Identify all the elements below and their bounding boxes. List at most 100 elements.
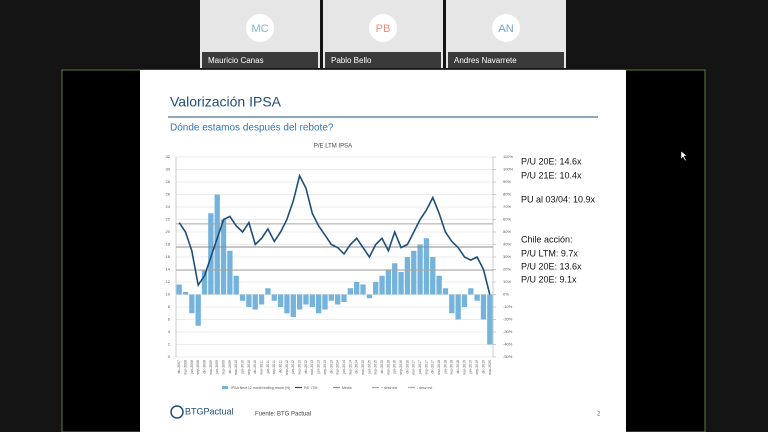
y2-tick-label: 100% <box>503 167 514 172</box>
y2-tick-label: 110% <box>503 154 513 159</box>
y2-tick-label: 10% <box>503 279 511 284</box>
bar <box>335 294 341 305</box>
x-tick-label: dic-2011 <box>279 360 283 373</box>
x-tick-label: dic-2009 <box>228 360 232 373</box>
y-tick-label: 6 <box>168 317 171 322</box>
bar <box>411 250 417 295</box>
name-bar <box>325 52 441 68</box>
bar <box>379 275 385 295</box>
legend-label: + desv est <box>381 386 397 390</box>
x-tick-label: sep-2010 <box>247 360 251 375</box>
y-tick-label: 0 <box>168 354 171 359</box>
bar <box>366 294 373 299</box>
y2-tick-label: -30% <box>503 329 513 334</box>
bar <box>417 244 423 295</box>
y-tick-label: 28 <box>166 179 171 184</box>
bar <box>354 282 360 295</box>
avatar <box>246 14 274 42</box>
y-tick-label: 20 <box>166 229 171 234</box>
note: P/U 20E: 9.1x <box>521 274 577 284</box>
avatar <box>492 14 520 42</box>
avatar-initials: PB <box>376 23 391 35</box>
y-tick-label: 22 <box>166 217 171 222</box>
bar <box>233 275 239 295</box>
bar <box>442 288 449 295</box>
bar <box>347 288 354 295</box>
x-tick-label: mar-2009 <box>209 360 213 375</box>
bar <box>423 238 430 295</box>
x-tick-label: mar-2014 <box>336 360 340 375</box>
chart-title: P/E LTM IPSA <box>314 144 352 150</box>
y2-tick-label: -40% <box>503 342 513 347</box>
x-tick-label: mar-2019 <box>462 360 466 375</box>
y-tick-label: 12 <box>166 279 171 284</box>
y2-tick-label: 80% <box>503 192 511 197</box>
note: Chile acción: <box>521 234 573 244</box>
y-tick-label: 16 <box>166 254 171 259</box>
x-tick-label: sep-2014 <box>348 360 352 375</box>
bar <box>436 275 442 295</box>
note: PU al 03/04: 10.9x <box>521 194 596 204</box>
y-tick-label: 4 <box>168 329 171 334</box>
y2-tick-label: 70% <box>503 204 511 209</box>
bar <box>258 294 265 305</box>
y2-tick-label: 0% <box>503 292 509 297</box>
note: P/U 20E: 14.6x <box>521 156 582 166</box>
y-tick-label: 10 <box>166 292 171 297</box>
x-tick-label: sep-2016 <box>399 360 403 375</box>
avatar-initials: MC <box>251 23 268 35</box>
bar <box>404 257 411 295</box>
x-tick-label: jun-2016 <box>393 360 397 375</box>
bar <box>392 263 398 295</box>
x-tick-label: dic-2014 <box>355 360 359 373</box>
x-tick-label: sep-2012 <box>298 360 302 375</box>
x-tick-label: mar-2010 <box>234 360 238 375</box>
y2-tick-label: 50% <box>503 229 511 234</box>
bar <box>309 294 315 307</box>
y-tick-label: 26 <box>166 192 171 197</box>
x-tick-label: mar-2008 <box>183 360 187 375</box>
bar <box>322 294 328 310</box>
x-tick-label: jun-2018 <box>443 360 447 375</box>
x-tick-label: dic-2013 <box>329 360 333 373</box>
note: P/U LTM: 9.7x <box>521 248 578 258</box>
bar <box>455 294 461 320</box>
legend-label: IPSA Next 12 month trailing return (%) <box>231 386 290 390</box>
x-tick-label: jun-2012 <box>291 360 295 375</box>
y-tick-label: 18 <box>166 242 171 247</box>
note: P/U 20E: 13.6x <box>521 261 582 271</box>
source: Fuente: BTG Pactual <box>255 412 311 418</box>
participant-name: Mauricio Canas <box>208 56 264 65</box>
bar <box>220 219 227 295</box>
x-tick-label: dic-2008 <box>202 360 206 373</box>
x-tick-label: dic-2007 <box>177 360 181 373</box>
x-tick-label: mar-2018 <box>437 360 441 375</box>
y-tick-label: 8 <box>168 304 171 309</box>
bar <box>176 284 182 295</box>
bar <box>430 257 436 295</box>
line <box>178 173 491 295</box>
logo-icon <box>170 405 184 419</box>
x-tick-label: jun-2008 <box>190 360 194 375</box>
y2-tick-label: -20% <box>503 317 513 322</box>
x-tick-label: dic-2012 <box>304 360 308 373</box>
y-tick-label: 32 <box>166 154 171 159</box>
bar <box>252 294 258 310</box>
avatar <box>369 14 397 42</box>
bar <box>277 294 284 307</box>
participant-name: Pablo Bello <box>331 56 372 65</box>
y-tick-label: 30 <box>166 167 171 172</box>
bar <box>208 213 214 295</box>
x-tick-label: sep-2015 <box>374 360 378 375</box>
x-tick-label: mar-2020 <box>488 360 492 375</box>
bar <box>239 294 246 301</box>
y2-tick-label: 60% <box>503 217 511 222</box>
bar <box>398 272 404 295</box>
bar <box>296 294 303 310</box>
x-tick-label: mar-2016 <box>386 360 390 375</box>
bar <box>328 294 334 301</box>
x-tick-label: mar-2017 <box>412 360 416 375</box>
x-tick-label: sep-2013 <box>323 360 327 375</box>
bar <box>284 294 290 314</box>
x-tick-label: jun-2017 <box>418 360 422 375</box>
